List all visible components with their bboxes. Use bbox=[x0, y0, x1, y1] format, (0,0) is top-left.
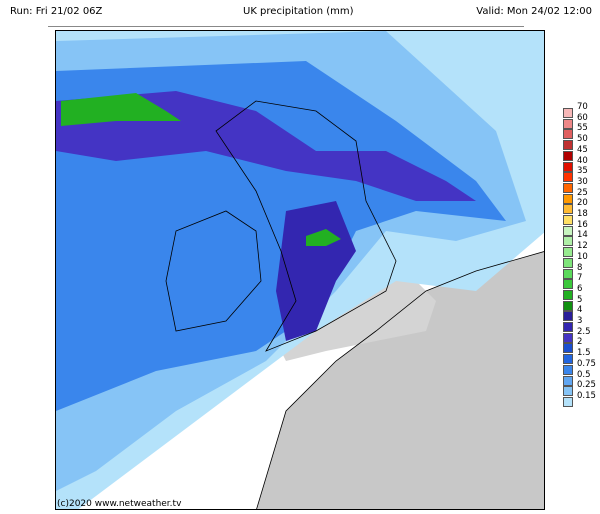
rain-very-heavy-atlantic bbox=[61, 93, 181, 126]
legend-swatch bbox=[563, 215, 573, 225]
legend-swatch bbox=[563, 182, 573, 193]
legend-label: 14 bbox=[577, 230, 588, 241]
precipitation-legend: 70 60 55 50 45 40 35 30 25 20 18 16 14 12 10 8 7 6 5 4 3 2.5 2… bbox=[563, 100, 600, 410]
legend-label: 16 bbox=[577, 219, 588, 230]
legend-swatch bbox=[563, 300, 573, 311]
legend-label: 6 bbox=[577, 283, 583, 294]
legend-label: 0.25 bbox=[577, 380, 596, 391]
legend-swatch bbox=[563, 247, 573, 258]
legend-swatch bbox=[563, 364, 573, 375]
legend-swatch bbox=[563, 386, 573, 397]
britain-coast bbox=[215, 100, 397, 352]
valid-time: Valid: Mon 24/02 12:00 bbox=[476, 6, 592, 17]
legend-label: 2.5 bbox=[577, 326, 591, 337]
legend-swatch bbox=[563, 129, 573, 140]
legend-swatch bbox=[563, 150, 573, 161]
legend-swatch bbox=[563, 108, 573, 118]
legend-swatch bbox=[563, 236, 573, 247]
legend-label: 35 bbox=[577, 166, 588, 177]
legend-label: 30 bbox=[577, 176, 588, 187]
legend-swatch bbox=[563, 289, 573, 300]
legend-swatch bbox=[563, 322, 573, 332]
legend-label: 60 bbox=[577, 112, 588, 123]
legend-swatch bbox=[563, 225, 573, 236]
legend-label: 0.15 bbox=[577, 390, 596, 401]
legend-swatch bbox=[563, 161, 573, 172]
legend-swatch bbox=[563, 279, 573, 290]
legend-swatch bbox=[563, 354, 573, 365]
legend-label: 10 bbox=[577, 251, 588, 262]
legend-label: 1.5 bbox=[577, 348, 591, 359]
run-time: Run: Fri 21/02 06Z bbox=[10, 6, 103, 17]
precipitation-map bbox=[55, 30, 545, 510]
continent-land bbox=[256, 251, 544, 509]
legend-swatch bbox=[563, 332, 573, 343]
legend-swatch bbox=[563, 257, 573, 268]
legend-swatch bbox=[563, 204, 573, 215]
legend-label: 12 bbox=[577, 241, 588, 252]
legend-label: 2 bbox=[577, 337, 583, 348]
legend-label: 50 bbox=[577, 134, 588, 145]
map-title: UK precipitation (mm) bbox=[243, 6, 354, 17]
header-divider bbox=[48, 26, 524, 27]
legend-label: 0.5 bbox=[577, 369, 591, 380]
copyright-text: (c)2020 www.netweather.tv bbox=[57, 499, 182, 509]
legend-label: 18 bbox=[577, 209, 588, 219]
ireland-land bbox=[165, 210, 262, 332]
legend-label: 3 bbox=[577, 316, 583, 326]
legend-swatch bbox=[563, 193, 573, 204]
legend-label: 40 bbox=[577, 155, 588, 166]
legend-swatch bbox=[563, 140, 573, 151]
legend-label: 45 bbox=[577, 144, 588, 155]
rain-very-heavy-england bbox=[306, 229, 341, 246]
legend-label: 25 bbox=[577, 187, 588, 198]
legend-label: 7 bbox=[577, 273, 583, 284]
legend-label: 4 bbox=[577, 305, 583, 316]
legend-swatch bbox=[563, 343, 573, 354]
continent-coast bbox=[256, 251, 544, 509]
legend-label: 70 bbox=[577, 102, 588, 112]
legend-swatch bbox=[563, 311, 573, 322]
legend-label: 5 bbox=[577, 294, 583, 305]
legend-label: 0.75 bbox=[577, 358, 596, 369]
legend-label: 20 bbox=[577, 198, 588, 209]
legend-swatch bbox=[563, 396, 573, 407]
legend-label: 8 bbox=[577, 262, 583, 273]
legend-label: 55 bbox=[577, 123, 588, 134]
legend-swatch bbox=[563, 172, 573, 183]
legend-swatch bbox=[563, 118, 573, 129]
legend-swatch bbox=[563, 375, 573, 386]
legend-swatch bbox=[563, 268, 573, 279]
